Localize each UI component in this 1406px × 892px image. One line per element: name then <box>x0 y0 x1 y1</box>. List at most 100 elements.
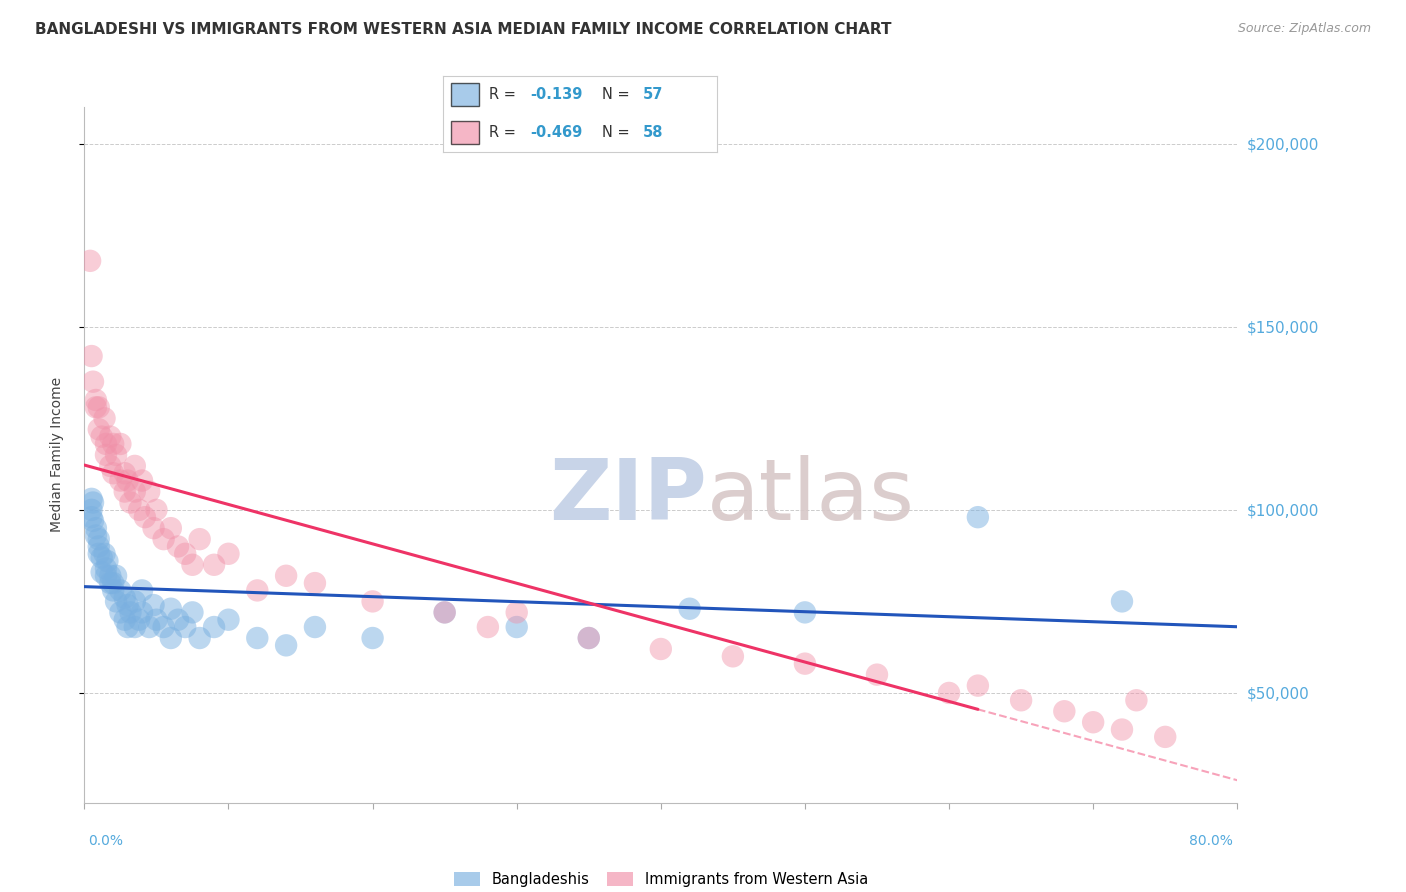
Text: R =: R = <box>489 87 522 103</box>
Point <box>87 401 110 415</box>
Text: N =: N = <box>602 87 634 103</box>
Point <box>433 606 456 620</box>
Point <box>105 568 128 582</box>
Point <box>94 568 117 582</box>
Point <box>142 521 165 535</box>
Point <box>721 649 744 664</box>
Point <box>117 474 139 488</box>
Point <box>94 561 117 575</box>
Text: N =: N = <box>602 125 634 140</box>
Point <box>128 613 150 627</box>
Point <box>142 598 165 612</box>
Point <box>96 554 118 568</box>
Point <box>87 547 110 561</box>
Point <box>124 594 146 608</box>
Point <box>304 620 326 634</box>
Point <box>128 503 150 517</box>
Point <box>218 547 240 561</box>
Point <box>794 657 817 671</box>
Point <box>202 558 225 572</box>
Point <box>90 565 112 579</box>
Point <box>103 576 125 591</box>
Point <box>650 642 672 657</box>
Point <box>94 437 117 451</box>
Point <box>967 510 990 524</box>
Point <box>110 437 132 451</box>
Point <box>80 349 103 363</box>
Point <box>131 606 153 620</box>
Point <box>967 679 990 693</box>
Point <box>134 510 156 524</box>
Point <box>110 606 132 620</box>
Point <box>938 686 960 700</box>
Point <box>181 558 204 572</box>
Point <box>124 484 146 499</box>
Point <box>84 521 107 535</box>
Point <box>304 576 326 591</box>
Point <box>188 631 211 645</box>
Point <box>578 631 600 645</box>
Point <box>167 540 190 554</box>
Point <box>105 448 128 462</box>
Point <box>82 495 104 509</box>
Point <box>152 620 174 634</box>
Point <box>506 620 529 634</box>
Point <box>90 550 112 565</box>
Text: ZIP: ZIP <box>550 455 707 538</box>
Point <box>98 429 121 443</box>
Text: Source: ZipAtlas.com: Source: ZipAtlas.com <box>1237 22 1371 36</box>
Point <box>477 620 499 634</box>
Point <box>114 467 136 481</box>
Point <box>246 583 269 598</box>
Point <box>167 613 190 627</box>
Point <box>110 583 132 598</box>
Point <box>117 598 139 612</box>
Point <box>84 528 107 542</box>
Point <box>131 583 153 598</box>
Point <box>181 606 204 620</box>
Point <box>90 429 112 443</box>
Point <box>105 594 128 608</box>
Point <box>188 532 211 546</box>
Text: -0.469: -0.469 <box>530 125 583 140</box>
Point <box>1083 715 1105 730</box>
Point <box>152 532 174 546</box>
Point <box>79 253 101 268</box>
Point <box>794 606 817 620</box>
Point <box>433 606 456 620</box>
Point <box>276 638 298 652</box>
Point <box>124 458 146 473</box>
Point <box>120 495 142 509</box>
Point <box>110 474 132 488</box>
Point <box>82 375 104 389</box>
Point <box>93 547 115 561</box>
Text: atlas: atlas <box>707 455 915 538</box>
Point <box>138 620 160 634</box>
Point <box>87 540 110 554</box>
Point <box>1053 704 1076 718</box>
Point <box>160 521 183 535</box>
Point <box>114 591 136 605</box>
Point <box>93 411 115 425</box>
Legend: Bangladeshis, Immigrants from Western Asia: Bangladeshis, Immigrants from Western As… <box>447 866 875 892</box>
Point <box>145 613 167 627</box>
Text: 57: 57 <box>643 87 664 103</box>
Point <box>506 606 529 620</box>
Point <box>114 484 136 499</box>
Point <box>98 568 121 582</box>
Point <box>361 594 384 608</box>
Point <box>103 583 125 598</box>
Point <box>80 491 103 506</box>
Text: BANGLADESHI VS IMMIGRANTS FROM WESTERN ASIA MEDIAN FAMILY INCOME CORRELATION CHA: BANGLADESHI VS IMMIGRANTS FROM WESTERN A… <box>35 22 891 37</box>
Text: R =: R = <box>489 125 522 140</box>
Point <box>174 547 197 561</box>
Point <box>160 601 183 615</box>
Point <box>82 514 104 528</box>
Point <box>246 631 269 645</box>
Point <box>218 613 240 627</box>
Point <box>80 503 103 517</box>
FancyBboxPatch shape <box>451 84 478 106</box>
Point <box>131 474 153 488</box>
Point <box>1111 594 1133 608</box>
Point <box>578 631 600 645</box>
